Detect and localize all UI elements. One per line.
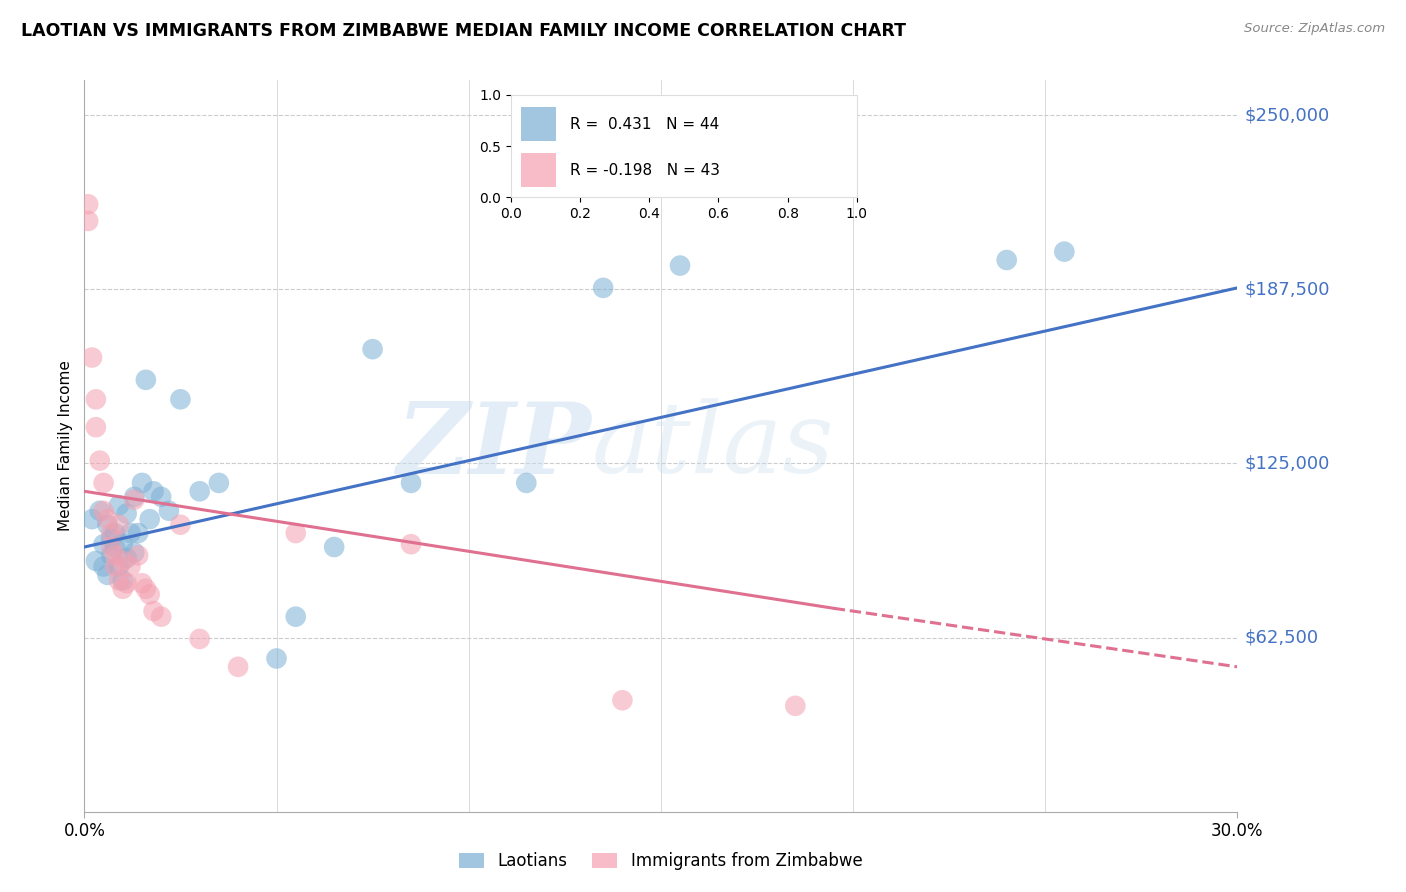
Point — [100, 549, 122, 563]
Point — [100, 532, 122, 546]
Point — [96, 512, 118, 526]
Point — [150, 609, 173, 624]
Point — [131, 475, 153, 490]
Point — [104, 549, 127, 563]
Point — [111, 574, 134, 588]
Point — [84, 392, 107, 407]
Point — [120, 526, 142, 541]
Point — [284, 609, 307, 624]
Point — [104, 540, 127, 554]
Point — [104, 526, 127, 541]
Point — [142, 484, 165, 499]
Point — [93, 559, 115, 574]
Point — [115, 551, 138, 566]
Point — [284, 526, 307, 541]
Point — [124, 492, 146, 507]
Point — [120, 559, 142, 574]
Point — [96, 517, 118, 532]
Point — [104, 559, 127, 574]
Point — [142, 604, 165, 618]
Point — [785, 698, 807, 713]
Point — [399, 537, 422, 551]
Point — [135, 582, 157, 596]
Point — [157, 504, 180, 518]
Text: $187,500: $187,500 — [1244, 280, 1330, 298]
Point — [124, 545, 146, 559]
Point — [323, 540, 346, 554]
Point — [77, 197, 100, 211]
Point — [208, 475, 231, 490]
Point — [100, 540, 122, 554]
Point — [80, 351, 103, 365]
Point — [138, 512, 160, 526]
Y-axis label: Median Family Income: Median Family Income — [58, 360, 73, 532]
Point — [612, 693, 634, 707]
Point — [93, 504, 115, 518]
Point — [124, 490, 146, 504]
Point — [89, 504, 111, 518]
Text: $125,000: $125,000 — [1244, 454, 1330, 473]
Point — [80, 512, 103, 526]
Point — [169, 392, 191, 407]
Point — [131, 576, 153, 591]
Point — [188, 484, 211, 499]
Point — [111, 582, 134, 596]
Point — [108, 559, 131, 574]
Point — [399, 475, 422, 490]
Point — [361, 342, 384, 356]
Text: atlas: atlas — [592, 399, 834, 493]
Text: Source: ZipAtlas.com: Source: ZipAtlas.com — [1244, 22, 1385, 36]
Point — [995, 252, 1018, 267]
Point — [669, 259, 692, 273]
Point — [111, 537, 134, 551]
Point — [515, 475, 537, 490]
Point — [77, 214, 100, 228]
Point — [135, 373, 157, 387]
Legend: Laotians, Immigrants from Zimbabwe: Laotians, Immigrants from Zimbabwe — [453, 846, 869, 877]
Point — [84, 554, 107, 568]
Text: $250,000: $250,000 — [1244, 106, 1330, 124]
Point — [108, 574, 131, 588]
Point — [150, 490, 173, 504]
Point — [100, 526, 122, 541]
Point — [592, 281, 614, 295]
Point — [266, 651, 288, 665]
Point — [108, 498, 131, 512]
Point — [93, 475, 115, 490]
Text: ZIP: ZIP — [396, 398, 592, 494]
Point — [188, 632, 211, 646]
Point — [111, 554, 134, 568]
Text: $62,500: $62,500 — [1244, 629, 1319, 647]
Point — [89, 453, 111, 467]
Point — [84, 420, 107, 434]
Point — [108, 517, 131, 532]
Point — [138, 587, 160, 601]
Point — [127, 526, 149, 541]
Point — [1053, 244, 1076, 259]
Point — [115, 576, 138, 591]
Point — [226, 660, 249, 674]
Point — [93, 537, 115, 551]
Point — [127, 549, 149, 563]
Point — [96, 567, 118, 582]
Text: LAOTIAN VS IMMIGRANTS FROM ZIMBABWE MEDIAN FAMILY INCOME CORRELATION CHART: LAOTIAN VS IMMIGRANTS FROM ZIMBABWE MEDI… — [21, 22, 905, 40]
Point — [115, 507, 138, 521]
Point — [169, 517, 191, 532]
